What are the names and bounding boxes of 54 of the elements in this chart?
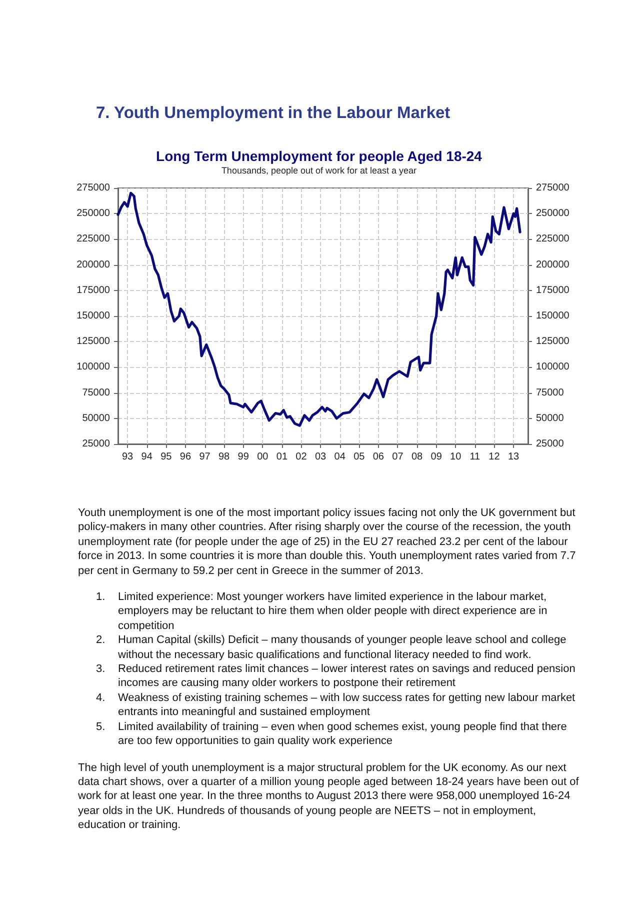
- y-tick-label: 150000: [76, 310, 110, 322]
- chart-subtitle: Thousands, people out of work for at least a year: [221, 166, 417, 176]
- chart-title: Long Term Unemployment for people Aged 18-24: [156, 148, 482, 164]
- y-tick-label: 75000: [82, 387, 110, 398]
- x-tick-label: 12: [488, 452, 500, 462]
- x-tick-label: 02: [296, 452, 308, 462]
- text: The high level of youth unemployment is a major structural problem for the UK economy. As our next data chart shows, over a quarter of a million young people aged between 18-24 years have been out of work for at least one year. In the three months to August 2013 there were 958,000 unemployed 16-24 year olds in the UK. Hundreds of thousands of young people are NEETS – not in employment, education or training.: [78, 760, 580, 833]
- x-tick-label: 99: [238, 452, 250, 462]
- x-tick-label: 03: [314, 452, 327, 462]
- x-tick-label: 07: [392, 452, 404, 462]
- x-tick-label: 95: [160, 452, 172, 462]
- x-tick-label: 94: [141, 452, 153, 462]
- y2-tick-label: 150000: [536, 310, 570, 322]
- y-tick-label: 175000: [76, 284, 110, 296]
- x-tick-label: 09: [430, 452, 442, 462]
- x-tick-label: 00: [257, 452, 269, 462]
- text: 4. Weakness of existing training schemes – with low success rates for getting new labour market entrants into meaningful and sustained employment: [96, 690, 576, 720]
- line-series: [116, 192, 522, 427]
- y-tick-label: 250000: [76, 208, 110, 220]
- y2-tick-label: 75000: [536, 387, 564, 398]
- x-tick-label: 13: [508, 452, 520, 462]
- x-tick-label: 98: [218, 452, 230, 462]
- y2-tick-label: 225000: [536, 234, 570, 245]
- y-tick-label: 275000: [76, 182, 110, 194]
- text: 5. Limited availability of training – even when good schemes exist, young people find that there are too few opportunities to gain quality work experience: [96, 720, 568, 748]
- y-tick-label: 225000: [76, 234, 110, 245]
- y2-tick-label: 275000: [536, 182, 570, 194]
- x-tick-label: 01: [276, 452, 288, 462]
- x-tick-label: 04: [334, 452, 346, 462]
- y2-tick-label: 50000: [536, 412, 564, 424]
- x-tick-label: 05: [354, 452, 366, 462]
- y2-tick-label: 200000: [536, 259, 570, 270]
- text: 3. Reduced retirement rates limit chances – lower interest rates on savings and reduced pension incomes are causing many older workers to postpone their retirement: [96, 662, 576, 691]
- y-tick-label: 50000: [82, 412, 110, 424]
- x-tick-label: 11: [470, 452, 481, 462]
- y-tick-label: 25000: [82, 438, 110, 450]
- text: 1. Limited experience: Most younger workers have limited experience in the labour market, employers may be reluctant to hire them when older people with direct experience are in competition: [96, 590, 548, 634]
- text: 2. Human Capital (skills) Deficit – many thousands of younger people leave school and college without the necessary basic qualifications and functional literacy needed to find work.: [96, 633, 568, 662]
- text: Youth unemployment is one of the most important policy issues facing not only the UK government but policy-makers in many other countries. After rising sharply over the course of the recession, the youth unemployment rate (for people under the age of 25) in the EU 27 reached 23.2 per cent of the labour force in 2013. In some countries it is more than double this. Youth unemployment rates varied from 7.7 per cent in Germany to 59.2 per cent in Greece in the summer of 2013.: [78, 506, 577, 578]
- x-tick-label: 06: [372, 452, 384, 462]
- x-tick-label: 93: [122, 452, 134, 462]
- y2-tick-label: 100000: [536, 362, 570, 373]
- x-tick-label: 08: [411, 452, 424, 462]
- x-tick-label: 96: [180, 452, 192, 462]
- y2-tick-label: 250000: [536, 208, 570, 220]
- y-tick-label: 125000: [76, 336, 110, 348]
- y-tick-label: 100000: [76, 362, 110, 373]
- y2-tick-label: 125000: [536, 336, 570, 348]
- x-tick-label: 10: [450, 452, 462, 462]
- y2-tick-label: 175000: [536, 284, 570, 296]
- y2-tick-label: 25000: [536, 438, 564, 450]
- text: 7. Youth Unemployment in the Labour Market: [96, 104, 452, 124]
- x-tick-label: 97: [199, 452, 211, 462]
- y-tick-label: 200000: [76, 259, 110, 270]
